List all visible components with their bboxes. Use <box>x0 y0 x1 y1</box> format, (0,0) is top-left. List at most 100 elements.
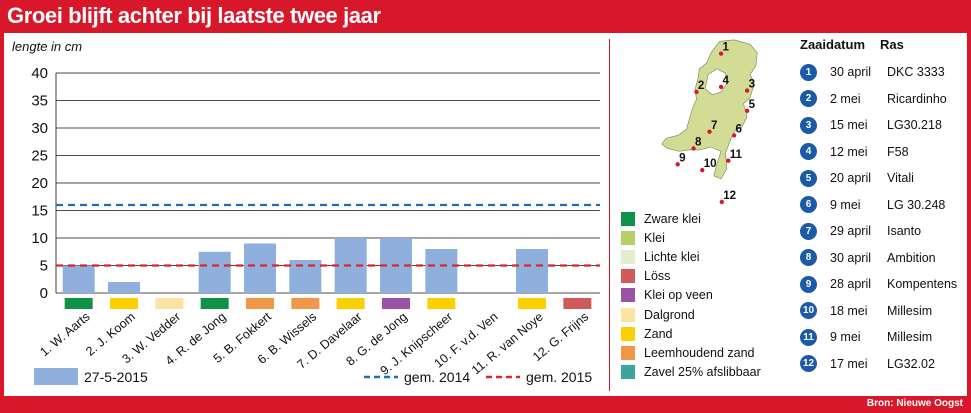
soil-legend-label: Zand <box>644 326 673 341</box>
soil-legend-label: Leemhoudend zand <box>644 345 755 360</box>
soil-swatch-4 <box>200 298 229 309</box>
bar-9 <box>425 249 458 293</box>
row-number-badge: 4 <box>800 143 817 160</box>
chart-panel: lengte in cm 0 5 10 15 20 25 30 35 40 1. W. Aarts… <box>4 33 967 396</box>
table-row: 3 15 mei LG30.218 <box>800 116 965 134</box>
soil-legend-swatch <box>621 269 635 284</box>
map-marker-dot-9 <box>675 162 680 167</box>
row-ras: LG 30.248 <box>887 197 946 212</box>
row-number-badge: 11 <box>800 328 817 346</box>
header-ras: Ras <box>880 37 904 52</box>
row-number-badge: 2 <box>800 90 817 107</box>
soil-legend-label: Klei <box>644 230 665 245</box>
y-tick-label: 40 <box>31 65 48 82</box>
source-credit: Bron: Nieuwe Oogst <box>866 398 963 409</box>
y-tick-label: 5 <box>40 258 48 275</box>
map-marker-label-6: 6 <box>736 123 743 135</box>
row-date: 29 april <box>830 224 871 238</box>
soil-legend-swatch <box>621 288 635 303</box>
table-row: 7 29 april Isanto <box>800 222 965 240</box>
soil-swatch-6 <box>291 298 320 309</box>
row-date: 15 mei <box>830 118 868 132</box>
legend-swatch-bar <box>34 368 78 385</box>
row-ras: Millesim <box>887 330 933 344</box>
legend-label-series: 27-5-2015 <box>84 369 148 385</box>
page-title: Groei blijft achter bij laatste twee jaa… <box>7 3 381 28</box>
row-ras: Ambition <box>887 250 936 265</box>
soil-swatch-7 <box>336 298 365 309</box>
map-marker-label-4: 4 <box>723 75 730 87</box>
table-row: 4 12 mei F58 <box>800 143 965 161</box>
y-tick-label: 25 <box>31 148 48 165</box>
soil-legend-item: Zavel 25% afslibbaar <box>621 363 761 382</box>
map-marker-dot-8 <box>691 146 696 151</box>
row-ras: Millesim <box>887 303 933 318</box>
soil-legend-label: Zavel 25% afslibbaar <box>644 365 761 380</box>
bar-2 <box>108 282 140 293</box>
row-date: 18 mei <box>830 303 868 318</box>
map-marker-label-10: 10 <box>704 158 717 170</box>
header-zaaidatum: Zaaidatum <box>800 37 866 52</box>
map-marker-dot-2 <box>694 89 699 95</box>
y-axis-label: lengte in cm <box>12 39 83 54</box>
row-date: 30 april <box>830 65 871 79</box>
map-marker-dot-6 <box>731 133 737 138</box>
soil-swatch-3 <box>155 298 184 309</box>
bar-4 <box>198 251 231 293</box>
bar-1 <box>62 265 95 293</box>
map-marker-label-1: 1 <box>723 42 730 54</box>
soil-legend-label: Dalgrond <box>644 307 695 322</box>
soil-swatch-11 <box>518 298 546 309</box>
row-date: 9 mei <box>830 330 861 344</box>
map-marker-label-11: 11 <box>730 149 743 161</box>
map-marker-dot-10 <box>700 167 705 173</box>
y-tick-label: 30 <box>31 120 48 137</box>
soil-swatch-2 <box>110 298 138 309</box>
row-date: 20 april <box>830 171 871 185</box>
row-ras: Kompentens <box>887 277 958 291</box>
row-ras: Isanto <box>887 224 922 238</box>
row-ras: Vitali <box>887 171 914 185</box>
soil-legend-swatch <box>621 345 635 360</box>
soil-swatch-1 <box>64 298 93 309</box>
row-number-badge: 8 <box>800 249 817 266</box>
table-row: 8 30 april Ambition <box>800 249 965 267</box>
map-shape <box>661 39 758 180</box>
soil-legend-swatch <box>621 326 635 341</box>
soil-swatch-8 <box>382 298 410 309</box>
x-tick-label: 1. W. Aarts <box>37 310 92 360</box>
map-marker-dot-3 <box>744 88 750 93</box>
map-marker-dot-11 <box>726 158 731 163</box>
soil-legend-label: Lichte klei <box>644 249 700 264</box>
y-tick-label: 35 <box>31 93 48 110</box>
table-row: 11 9 mei Millesim <box>800 328 965 346</box>
map-marker-label-8: 8 <box>695 137 702 149</box>
soil-legend-item: Leemhoudend zand <box>621 343 761 362</box>
soil-legend-label: Löss <box>644 269 671 284</box>
table-row: 6 9 mei LG 30.248 <box>800 196 965 214</box>
map-marker-label-5: 5 <box>749 99 756 111</box>
soil-legend: Zware klei Klei Lichte klei Löss Klei op vee… <box>621 209 761 382</box>
table-row: 5 20 april Vitali <box>800 169 965 187</box>
row-date: 12 mei <box>830 144 868 159</box>
soil-legend-swatch <box>621 307 635 322</box>
y-tick-label: 10 <box>31 230 48 247</box>
map-marker-label-2: 2 <box>698 80 704 92</box>
row-number-badge: 12 <box>800 355 817 372</box>
soil-legend-swatch <box>621 230 635 245</box>
soil-swatch-12 <box>563 298 592 309</box>
soil-legend-item: Dalgrond <box>621 305 761 324</box>
map-marker-label-7: 7 <box>711 120 717 132</box>
y-tick-label: 15 <box>31 203 48 220</box>
row-number-badge: 1 <box>800 63 817 81</box>
row-date: 28 april <box>830 277 871 291</box>
row-ras: F58 <box>887 144 909 159</box>
soil-legend-swatch <box>621 365 635 380</box>
soil-legend-item: Klei op veen <box>621 286 761 305</box>
row-number-badge: 7 <box>800 222 817 240</box>
row-number-badge: 10 <box>800 302 817 319</box>
legend-label-ref-2: gem. 2015 <box>526 369 592 385</box>
row-date: 17 mei <box>830 356 868 371</box>
y-tick-label: 0 <box>40 285 48 302</box>
table-row: 12 17 mei LG32.02 <box>800 355 965 373</box>
